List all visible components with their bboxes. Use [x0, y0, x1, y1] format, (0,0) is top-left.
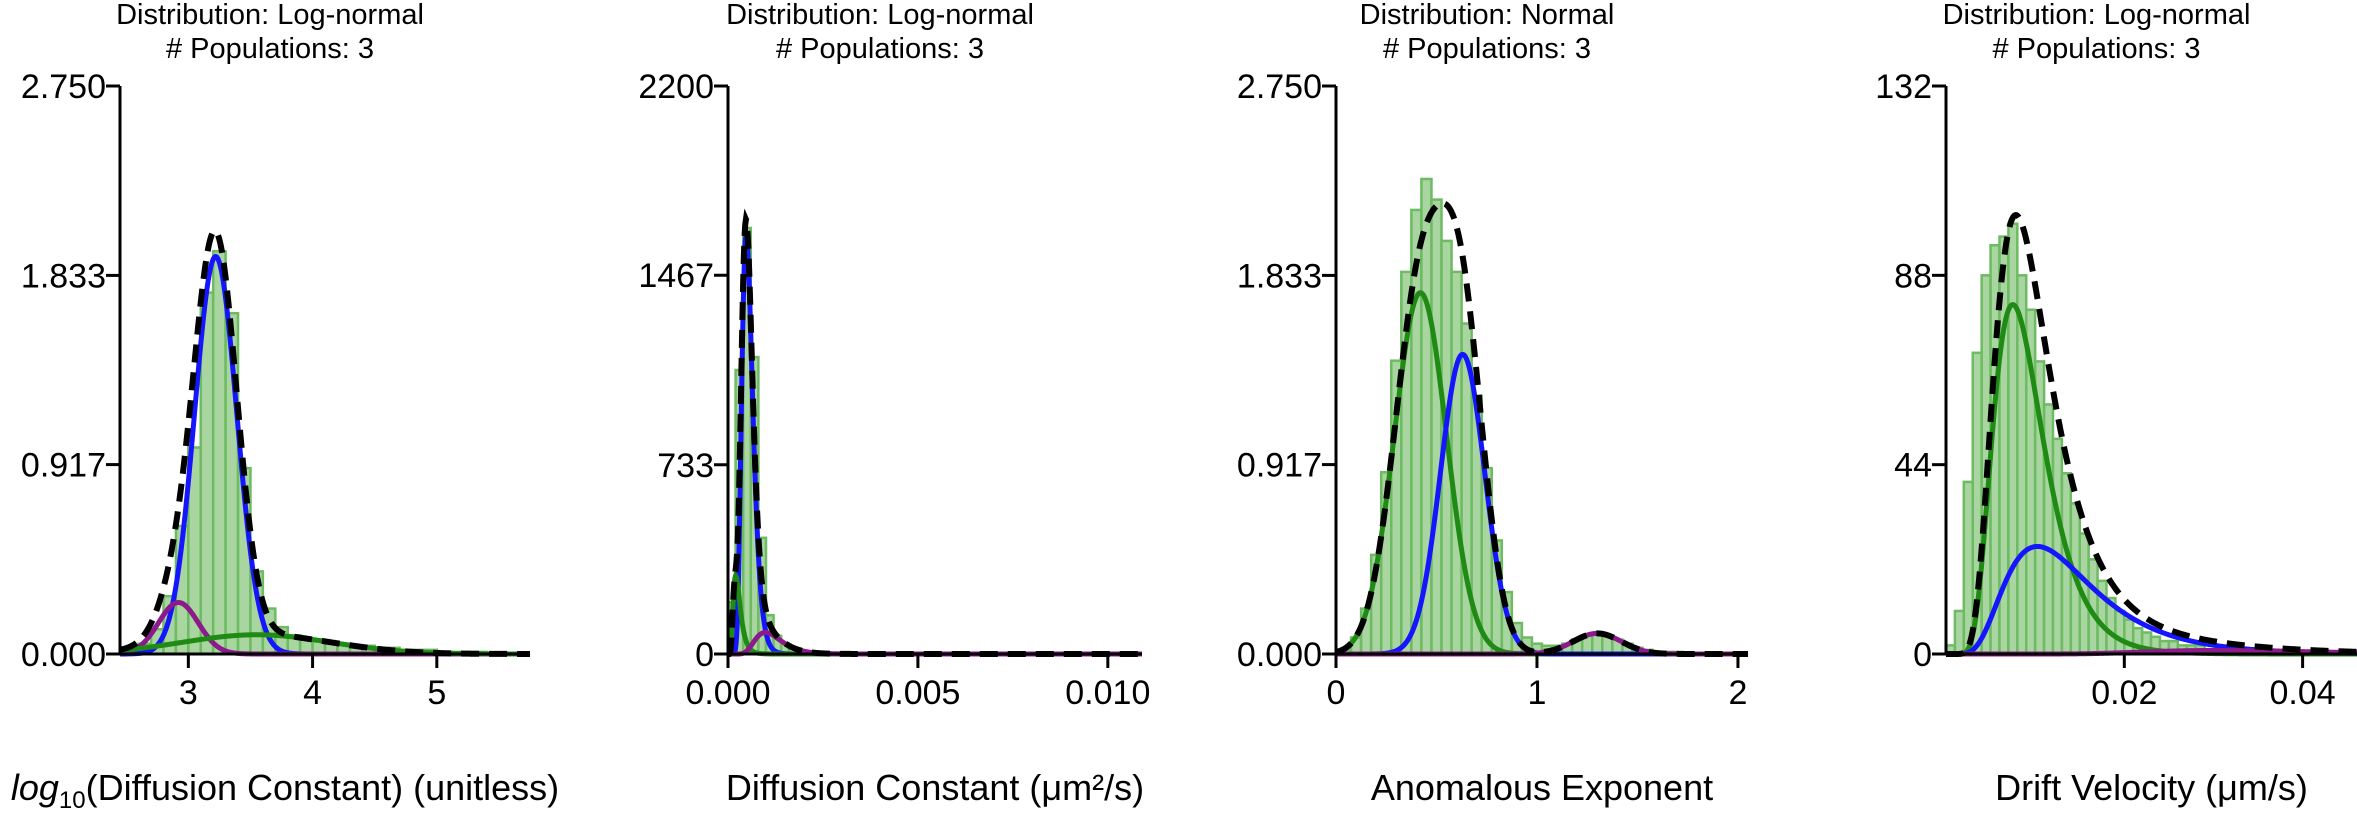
component-curve-green	[727, 570, 1142, 657]
y-tick-label: 733	[657, 447, 714, 485]
chart-subtitle: # Populations: 3	[776, 33, 984, 65]
histogram-bar	[2114, 609, 2126, 656]
total-fit-curve	[1946, 212, 2357, 657]
x-tick-label: 0.000	[685, 674, 770, 712]
x-tick-label: 3	[179, 674, 198, 712]
chart-subtitle: # Populations: 3	[1383, 33, 1591, 65]
y-tick-label: 88	[1894, 257, 1932, 295]
x-tick-label: 0.005	[875, 674, 960, 712]
x-tick-label: 0.010	[1065, 674, 1150, 712]
chart-title: Distribution: Log-normal	[726, 0, 1034, 31]
total-fit-curve	[726, 208, 1142, 657]
x-tick-label: 2	[1728, 674, 1747, 712]
y-tick-label: 0.000	[21, 636, 106, 674]
chart-panel-1: Distribution: Log-normal# Populations: 3…	[11, 0, 559, 814]
y-tick-label: 132	[1875, 68, 1932, 106]
x-axis-label: log10(Diffusion Constant) (unitless)	[11, 767, 559, 814]
x-tick-label: 5	[427, 674, 446, 712]
y-tick-label: 1.833	[21, 257, 106, 295]
histogram-bar	[2051, 437, 2064, 656]
y-tick-label: 1.833	[1237, 257, 1322, 295]
x-axis-label: Drift Velocity (μm/s)	[1995, 767, 2308, 808]
histogram-bar	[2123, 618, 2135, 656]
y-tick-label: 2200	[638, 68, 714, 106]
component-curve-blue	[728, 232, 1142, 657]
histogram-bar	[1430, 198, 1443, 656]
x-tick-label: 0.02	[2091, 674, 2157, 712]
x-tick-label: 0	[1327, 674, 1346, 712]
histogram-bar	[1953, 609, 1966, 656]
chart-title: Distribution: Normal	[1360, 0, 1615, 31]
histogram-bar	[2007, 222, 2019, 656]
y-tick-label: 1467	[638, 257, 714, 295]
x-tick-label: 1	[1528, 674, 1547, 712]
y-tick-label: 2.750	[1237, 68, 1322, 106]
chart-panel-4: Distribution: Log-normal# Populations: 3…	[1875, 0, 2357, 808]
y-tick-label: 0.917	[1237, 447, 1322, 485]
y-tick-label: 0.000	[1237, 636, 1322, 674]
x-tick-label: 4	[303, 674, 322, 712]
histogram-bar	[1450, 270, 1463, 656]
x-axis-label: Diffusion Constant (μm²/s)	[726, 767, 1144, 808]
histogram-bar	[211, 249, 227, 656]
x-axis-label: Anomalous Exponent	[1371, 767, 1713, 808]
y-tick-label: 0.917	[21, 447, 106, 485]
x-tick-label: 0.04	[2270, 674, 2336, 712]
y-tick-label: 0	[695, 636, 714, 674]
chart-panel-2: Distribution: Log-normal# Populations: 3…	[638, 0, 1150, 808]
chart-title: Distribution: Log-normal	[1943, 0, 2251, 31]
y-tick-label: 2.750	[21, 68, 106, 106]
y-tick-label: 0	[1913, 636, 1932, 674]
chart-title: Distribution: Log-normal	[116, 0, 424, 31]
chart-subtitle: # Populations: 3	[1993, 33, 2201, 65]
chart-panel-3: Distribution: Normal# Populations: 3 0.00…	[1237, 0, 1748, 808]
chart-subtitle: # Populations: 3	[166, 33, 374, 65]
y-tick-label: 44	[1894, 447, 1932, 485]
